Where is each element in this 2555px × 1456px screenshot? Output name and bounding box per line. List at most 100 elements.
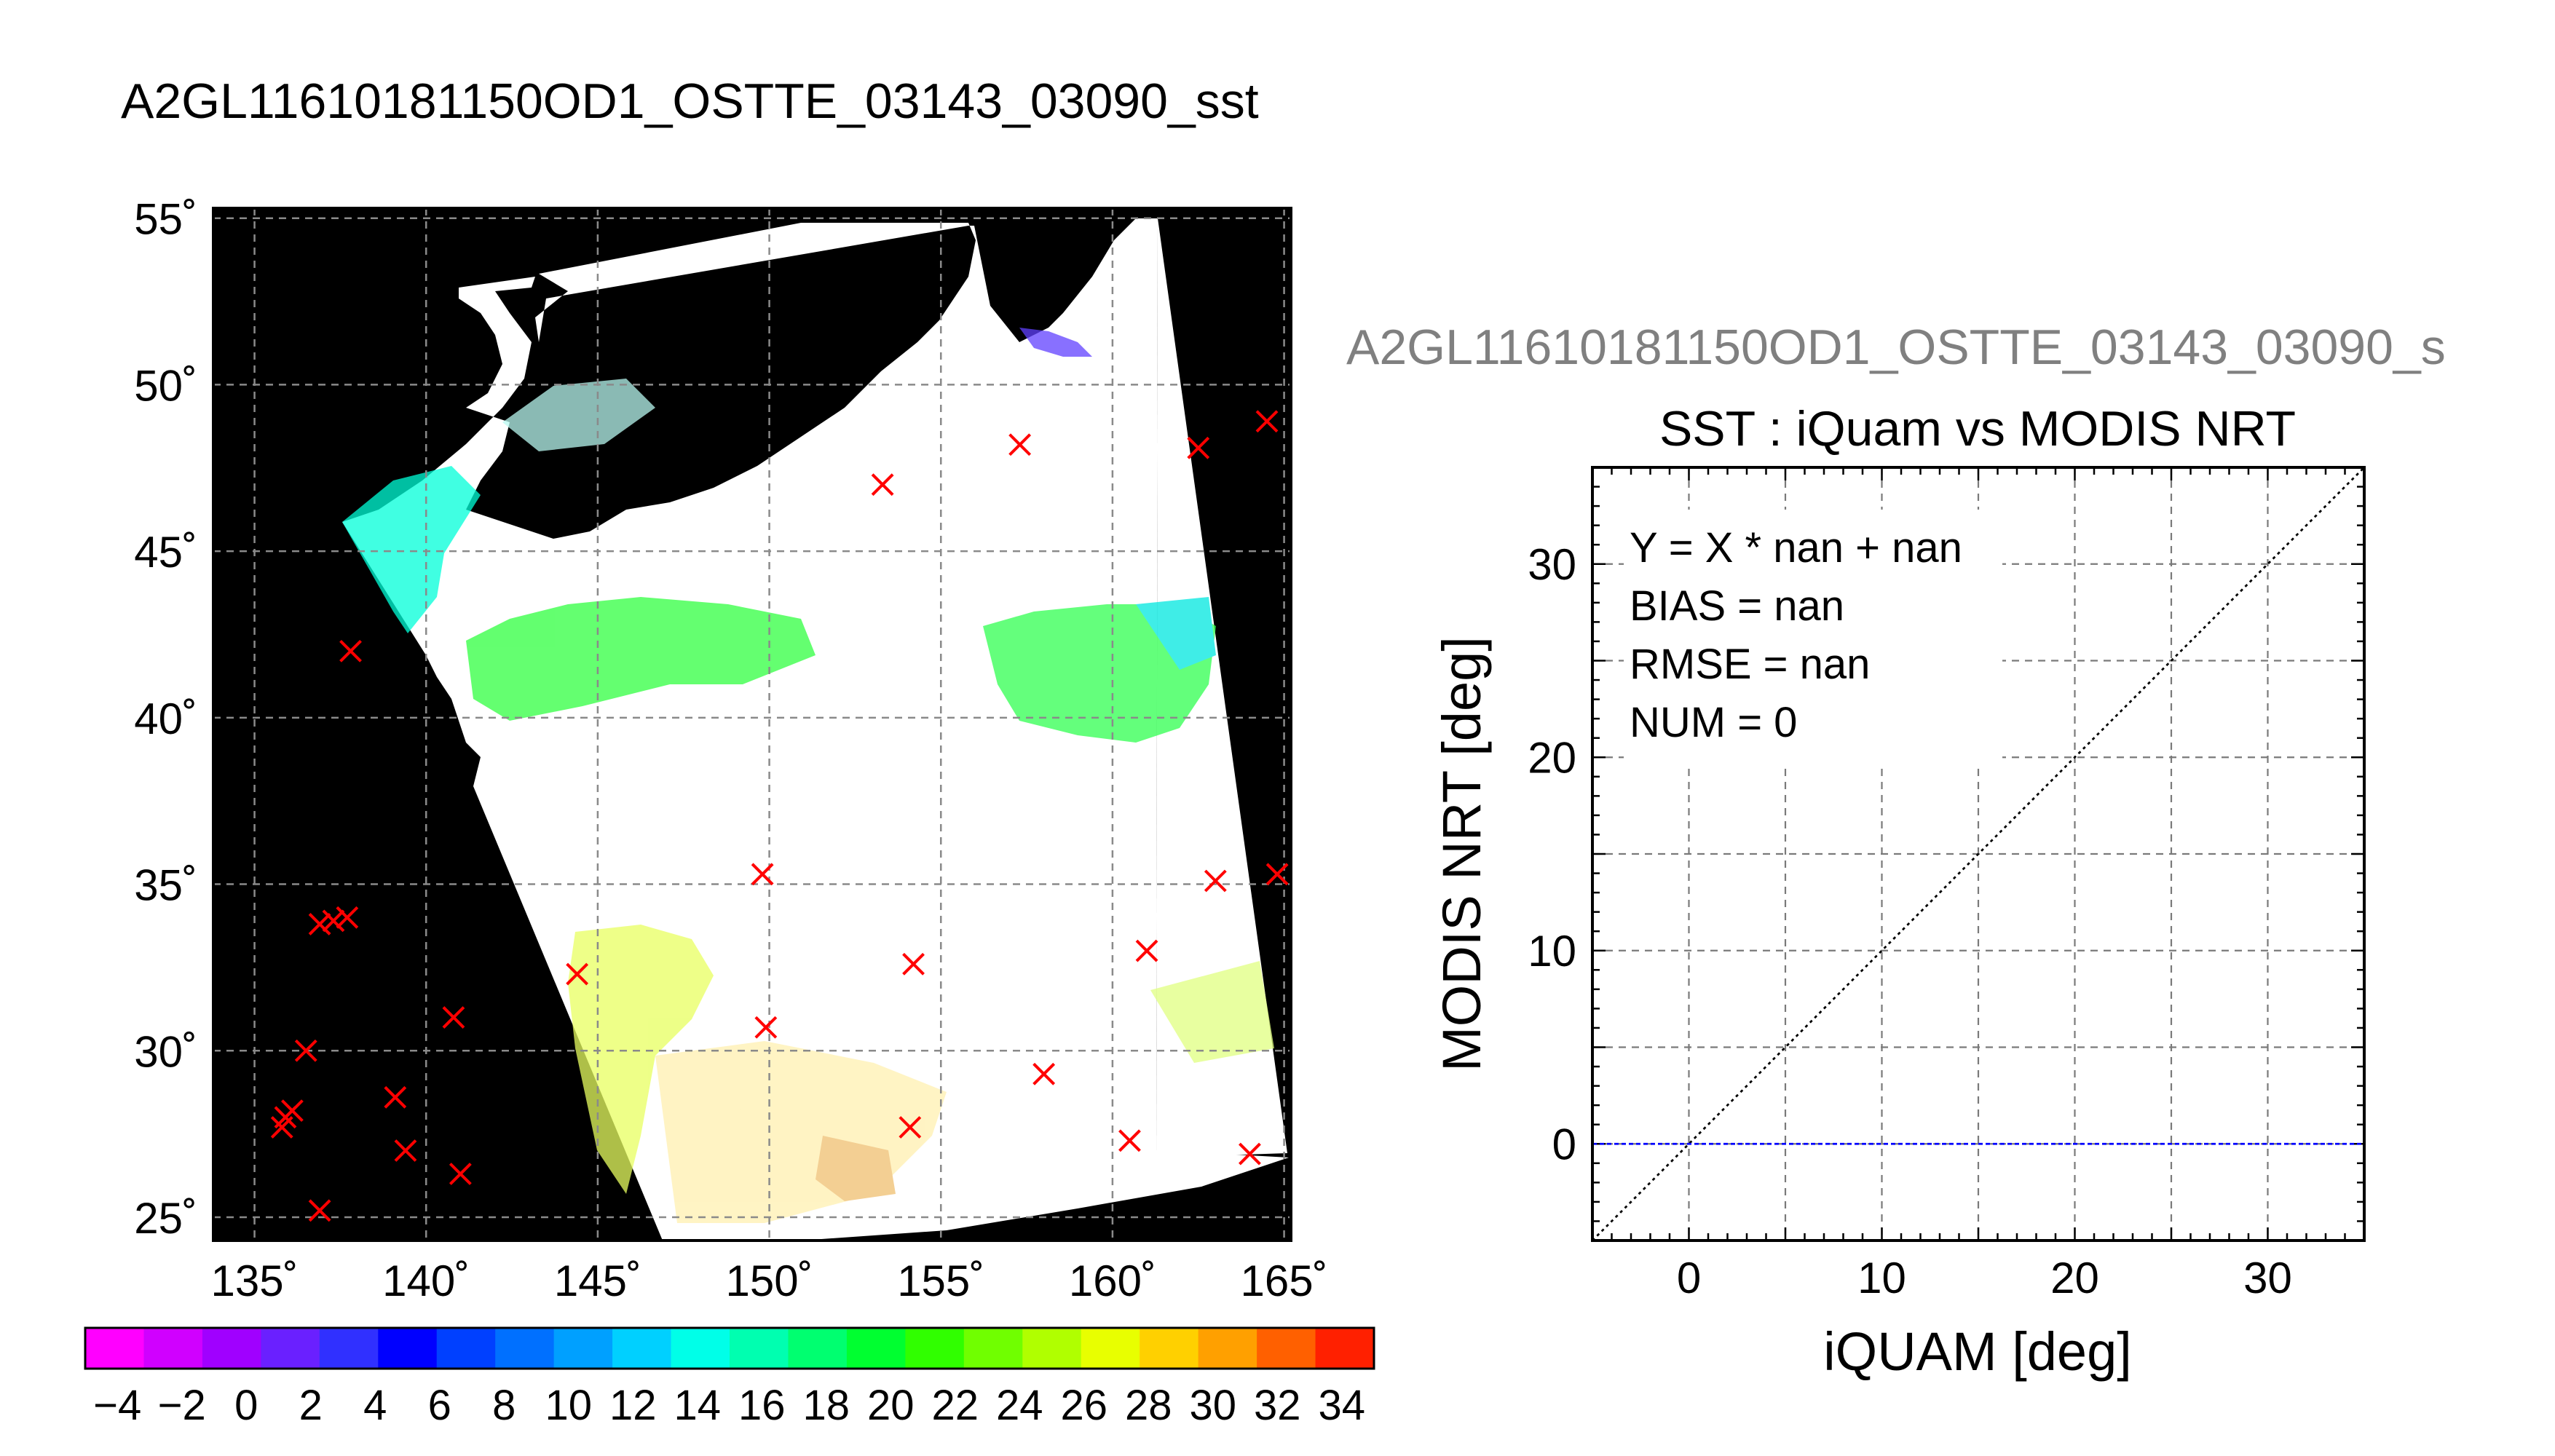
- lon-tick-label: 165˚: [1241, 1257, 1328, 1305]
- x-tick-label: 20: [2050, 1254, 2099, 1302]
- x-tick-label: 30: [2243, 1254, 2292, 1302]
- annotation-bias: BIAS = nan: [1630, 582, 1844, 630]
- buoy-marker: [336, 906, 359, 929]
- colorbar-cell: [1198, 1328, 1257, 1369]
- colorbar-tick-label: −2: [158, 1382, 206, 1429]
- colorbar-tick-label: 4: [363, 1382, 387, 1429]
- colorbar-tick-label: 20: [867, 1382, 915, 1429]
- colorbar-tick-label: 10: [545, 1382, 592, 1429]
- lon-tick-label: 145˚: [554, 1257, 641, 1305]
- colorbar: −4 −2 0 2 4 6 8 10 12 14 16 18 20 22 24 26 28 30 32 34: [84, 1326, 1375, 1429]
- buoy-marker: [754, 1016, 778, 1039]
- lat-tick-label: 25˚: [134, 1194, 197, 1243]
- buoy-marker: [442, 1006, 465, 1029]
- colorbar-labels: −4 −2 0 2 4 6 8 10 12 14 16 18 20 22 24 26 28 30 32 34: [93, 1382, 1365, 1429]
- lat-tick-label: 30˚: [134, 1027, 197, 1076]
- colorbar-tick-label: 12: [609, 1382, 657, 1429]
- colorbar-cell: [143, 1328, 203, 1369]
- colorbar-cell: [788, 1328, 848, 1369]
- colorbar-cell: [261, 1328, 320, 1369]
- colorbar-cell: [436, 1328, 496, 1369]
- annotation-rmse: RMSE = nan: [1630, 641, 1870, 688]
- lon-tick-label: 135˚: [211, 1257, 299, 1305]
- lon-tick-label: 160˚: [1069, 1257, 1156, 1305]
- buoy-marker: [1239, 1142, 1261, 1166]
- lat-tick-label: 55˚: [134, 195, 197, 244]
- buoy-marker: [322, 909, 345, 933]
- buoy-marker: [308, 913, 331, 935]
- x-tick-label: 10: [1857, 1254, 1906, 1302]
- buoy-marker: [871, 473, 894, 496]
- lat-tick-label: 50˚: [134, 361, 197, 410]
- lat-tick-label: 35˚: [134, 861, 197, 910]
- buoy-marker: [1265, 863, 1289, 886]
- colorbar-tick-label: 32: [1254, 1382, 1301, 1429]
- buoy-marker: [566, 962, 589, 986]
- annotation-num: NUM = 0: [1630, 699, 1797, 746]
- colorbar-tick-label: 8: [492, 1382, 516, 1429]
- sst-colour-patches: [342, 328, 1274, 1223]
- colorbar-tick-label: 0: [234, 1382, 258, 1429]
- colorbar-tick-label: 28: [1125, 1382, 1172, 1429]
- colorbar-tick-label: 6: [428, 1382, 451, 1429]
- buoy-marker: [308, 1199, 331, 1222]
- colorbar-cell: [1140, 1328, 1199, 1369]
- longitude-labels: 135˚ 140˚ 145˚ 150˚ 155˚ 160˚ 165˚: [211, 1257, 1328, 1305]
- buoy-marker: [1204, 869, 1227, 893]
- annotation-regression: Y = X * nan + nan: [1630, 524, 1962, 571]
- buoy-marker: [339, 639, 362, 662]
- buoy-marker: [899, 1116, 922, 1139]
- buoy-marker: [1135, 939, 1158, 962]
- y-axis-label: MODIS NRT [deg]: [1431, 636, 1492, 1072]
- colorbar-tick-label: 34: [1318, 1382, 1365, 1429]
- colorbar-cell: [553, 1328, 613, 1369]
- colorbar-cell: [378, 1328, 438, 1369]
- lon-tick-label: 150˚: [726, 1257, 813, 1305]
- y-tick-label: 10: [1528, 927, 1576, 976]
- colorbar-tick-label: 14: [674, 1382, 721, 1429]
- colorbar-tick-label: 16: [738, 1382, 786, 1429]
- colorbar-cell: [905, 1328, 965, 1369]
- colorbar-tick-label: 30: [1189, 1382, 1236, 1429]
- x-axis-label: iQUAM [deg]: [1823, 1321, 2132, 1382]
- y-tick-labels: 0 10 20 30: [1528, 540, 1576, 1169]
- colorbar-cell: [85, 1328, 145, 1369]
- buoy-marker: [1255, 410, 1279, 433]
- scatter-suptitle: A2GL11610181150OD1_OSTTE_03143_03090_s: [1346, 320, 2446, 375]
- buoy-marker: [1008, 433, 1032, 456]
- colorbar-cell: [963, 1328, 1023, 1369]
- colorbar-cells: [85, 1328, 1375, 1369]
- plot-frame: [1591, 466, 2366, 1242]
- scatter-title: SST : iQuam vs MODIS NRT: [1659, 401, 2296, 456]
- colorbar-cell: [319, 1328, 379, 1369]
- colorbar-frame: [84, 1326, 1375, 1370]
- colorbar-cell: [730, 1328, 789, 1369]
- y-tick-label: 30: [1528, 540, 1576, 589]
- lon-tick-label: 155˚: [897, 1257, 984, 1305]
- colorbar-tick-label: 18: [802, 1382, 850, 1429]
- scatter-panel: A2GL11610181150OD1_OSTTE_03143_03090_s S…: [1346, 320, 2446, 1382]
- buoy-marker: [280, 1099, 304, 1123]
- x-tick-labels: 0 10 20 30: [1677, 1254, 2292, 1302]
- colorbar-tick-label: 24: [996, 1382, 1043, 1429]
- y-tick-label: 20: [1528, 733, 1576, 782]
- buoy-marker: [1032, 1062, 1056, 1085]
- buoy-marker: [449, 1163, 472, 1185]
- map-title: A2GL11610181150OD1_OSTTE_03143_03090_sst: [121, 74, 1259, 129]
- colorbar-cell: [1257, 1328, 1316, 1369]
- buoy-marker: [270, 1116, 293, 1139]
- map-frame: [212, 207, 1292, 1242]
- colorbar-tick-label: −4: [93, 1382, 141, 1429]
- colorbar-tick-label: 2: [299, 1382, 323, 1429]
- lon-tick-label: 140˚: [382, 1257, 470, 1305]
- colorbar-cell: [612, 1328, 672, 1369]
- map-panel: A2GL11610181150OD1_OSTTE_03143_03090_sst…: [121, 74, 1328, 1305]
- identity-line: [1592, 467, 2365, 1241]
- buoy-marker: [751, 863, 774, 886]
- colorbar-cell: [495, 1328, 555, 1369]
- buoy-marker: [1187, 436, 1210, 459]
- latitude-labels: 55˚ 50˚ 45˚ 40˚ 35˚ 30˚ 25˚: [134, 195, 197, 1243]
- lat-tick-label: 45˚: [134, 528, 197, 577]
- colorbar-cell: [1315, 1328, 1375, 1369]
